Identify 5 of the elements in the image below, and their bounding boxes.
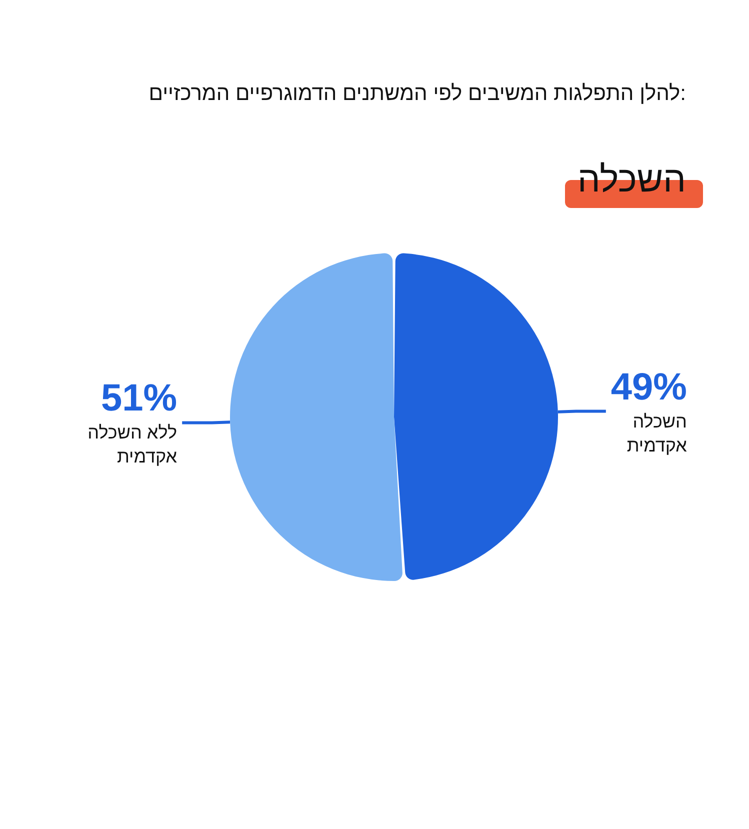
slice-label: ללא השכלה אקדמית bbox=[88, 422, 178, 467]
chart-title: להלן התפלגות המשיבים לפי המשתנים הדמוגרפיים המרכזיים: bbox=[148, 82, 686, 105]
data-label: 49% bbox=[610, 366, 687, 408]
data-label: 51% bbox=[101, 378, 178, 420]
slice-label: השכלה אקדמית bbox=[626, 411, 688, 456]
